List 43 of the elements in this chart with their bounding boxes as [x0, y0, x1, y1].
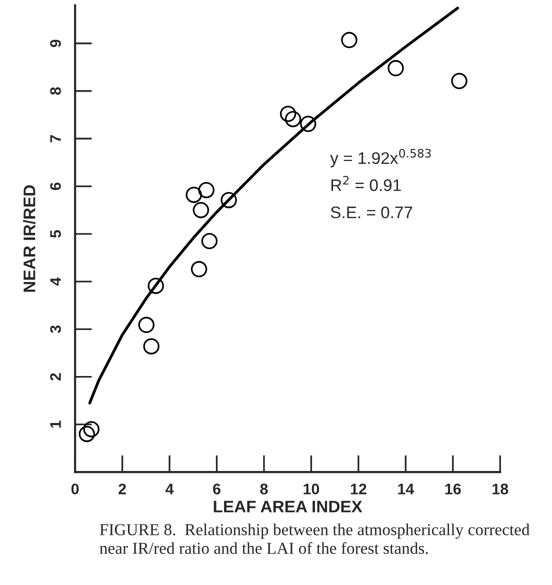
x-tick-label: 6: [213, 484, 220, 494]
x-tick-label: 10: [304, 484, 320, 494]
point: [143, 338, 160, 354]
annotation: y = 1.92x$^{0.583}$: [330, 148, 431, 168]
x-tick-label: 8: [260, 484, 268, 494]
x-tick-label: 2: [118, 484, 126, 494]
point: [284, 110, 302, 128]
point: [451, 72, 468, 90]
y-tick-label: 1: [50, 420, 61, 428]
annotation: S.E. = 0.77: [330, 206, 412, 218]
y-tick-label: 6: [50, 182, 61, 190]
y-tick-label: 5: [50, 230, 61, 238]
x-tick-label: 18: [492, 484, 508, 494]
point: [388, 60, 404, 76]
y-tick-label: 7: [50, 135, 61, 142]
point: [201, 232, 218, 250]
x-tick-label: 16: [445, 484, 461, 494]
point: [78, 426, 95, 442]
point: [190, 261, 208, 278]
point: [83, 421, 100, 438]
point: [198, 182, 214, 198]
y-tick-label: 8: [50, 87, 61, 95]
point: [300, 116, 316, 132]
x-tick-label: 0: [71, 484, 79, 494]
y-axis-title: NEAR IR/RED: [23, 185, 36, 292]
y-tick-label: 2: [50, 373, 61, 381]
x-tick-label: 14: [398, 484, 414, 494]
point: [280, 106, 296, 122]
y-tick-label: 3: [50, 325, 61, 334]
point: [192, 202, 210, 218]
x-tick-label: 12: [350, 484, 366, 494]
point: [186, 186, 202, 203]
annotation: R$^{2}$ = 0.91: [331, 176, 401, 192]
point: [148, 278, 164, 294]
point: [138, 316, 155, 334]
point: [220, 192, 237, 208]
y-tick-label: 4: [50, 277, 61, 286]
y-tick-label: 9: [50, 40, 61, 48]
x-tick-label: 4: [166, 484, 174, 494]
point: [341, 32, 358, 48]
line-series: [88, 6, 459, 404]
caption: FIGURE 8. Relationship between the atmospherically corrected near IR/red ratio and the LAI of the forest stands.: [100, 524, 530, 554]
x-axis-title: LEAF AREA INDEX: [214, 500, 362, 512]
